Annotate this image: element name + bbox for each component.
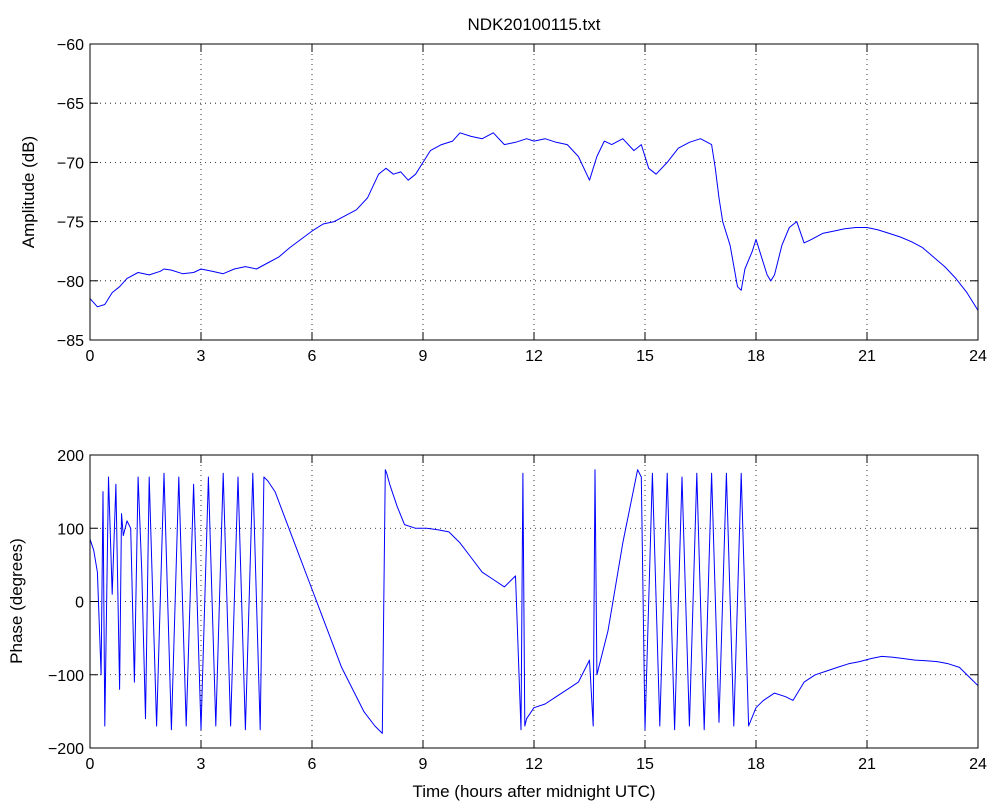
phase-x-tick-label: 12 bbox=[525, 756, 543, 773]
phase-x-tick-label: 0 bbox=[86, 756, 95, 773]
phase-x-tick-label: 15 bbox=[636, 756, 654, 773]
amplitude-x-tick-label: 21 bbox=[858, 348, 876, 365]
amplitude-y-tick-label: −65 bbox=[57, 96, 84, 113]
phase-x-tick-label: 21 bbox=[858, 756, 876, 773]
amplitude-x-tick-label: 6 bbox=[308, 348, 317, 365]
phase-y-tick-label: −200 bbox=[48, 741, 84, 758]
phase-y-tick-label: 0 bbox=[75, 595, 84, 612]
amplitude-x-tick-label: 3 bbox=[197, 348, 206, 365]
amplitude-x-tick-label: 12 bbox=[525, 348, 543, 365]
phase-axes: 0 3 6 9 12 15 18 21 24 −200 −100 0 100 200 Phase (deg… bbox=[7, 448, 987, 801]
amplitude-x-tick-label: 15 bbox=[636, 348, 654, 365]
phase-x-tick-label: 18 bbox=[747, 756, 765, 773]
phase-x-axis-label: Time (hours after midnight UTC) bbox=[412, 782, 655, 801]
amplitude-y-tick-label: −75 bbox=[57, 215, 84, 232]
amplitude-y-axis-label: Amplitude (dB) bbox=[19, 136, 38, 248]
phase-ticks: 0 3 6 9 12 15 18 21 24 −200 −100 0 100 200 bbox=[48, 448, 987, 773]
amplitude-y-tick-label: −60 bbox=[57, 37, 84, 54]
amplitude-ticks: 0 3 6 9 12 15 18 21 24 −85 −80 −75 −70 −65 −60 bbox=[57, 37, 987, 365]
phase-y-axis-label: Phase (degrees) bbox=[7, 538, 26, 664]
phase-x-tick-label: 24 bbox=[969, 756, 987, 773]
phase-x-tick-label: 3 bbox=[197, 756, 206, 773]
amplitude-y-tick-label: −80 bbox=[57, 274, 84, 291]
phase-grid bbox=[90, 455, 978, 748]
amplitude-trace bbox=[89, 132, 979, 311]
phase-x-tick-label: 6 bbox=[308, 756, 317, 773]
amplitude-y-tick-label: −85 bbox=[57, 333, 84, 350]
amplitude-x-tick-label: 24 bbox=[969, 348, 987, 365]
phase-y-tick-label: 200 bbox=[57, 448, 84, 465]
amplitude-y-tick-label: −70 bbox=[57, 155, 84, 172]
amplitude-x-tick-label: 0 bbox=[86, 348, 95, 365]
phase-y-tick-label: −100 bbox=[48, 668, 84, 685]
amplitude-axes: NDK20100115.txt 0 3 6 9 12 15 18 21 24 −85 −80 −75 −… bbox=[19, 15, 987, 365]
amplitude-x-tick-label: 18 bbox=[747, 348, 765, 365]
chart-title: NDK20100115.txt bbox=[468, 15, 601, 34]
phase-y-tick-label: 100 bbox=[57, 521, 84, 538]
amplitude-grid bbox=[90, 44, 978, 340]
phase-trace bbox=[89, 469, 979, 734]
amplitude-x-tick-label: 9 bbox=[419, 348, 428, 365]
phase-x-tick-label: 9 bbox=[419, 756, 428, 773]
